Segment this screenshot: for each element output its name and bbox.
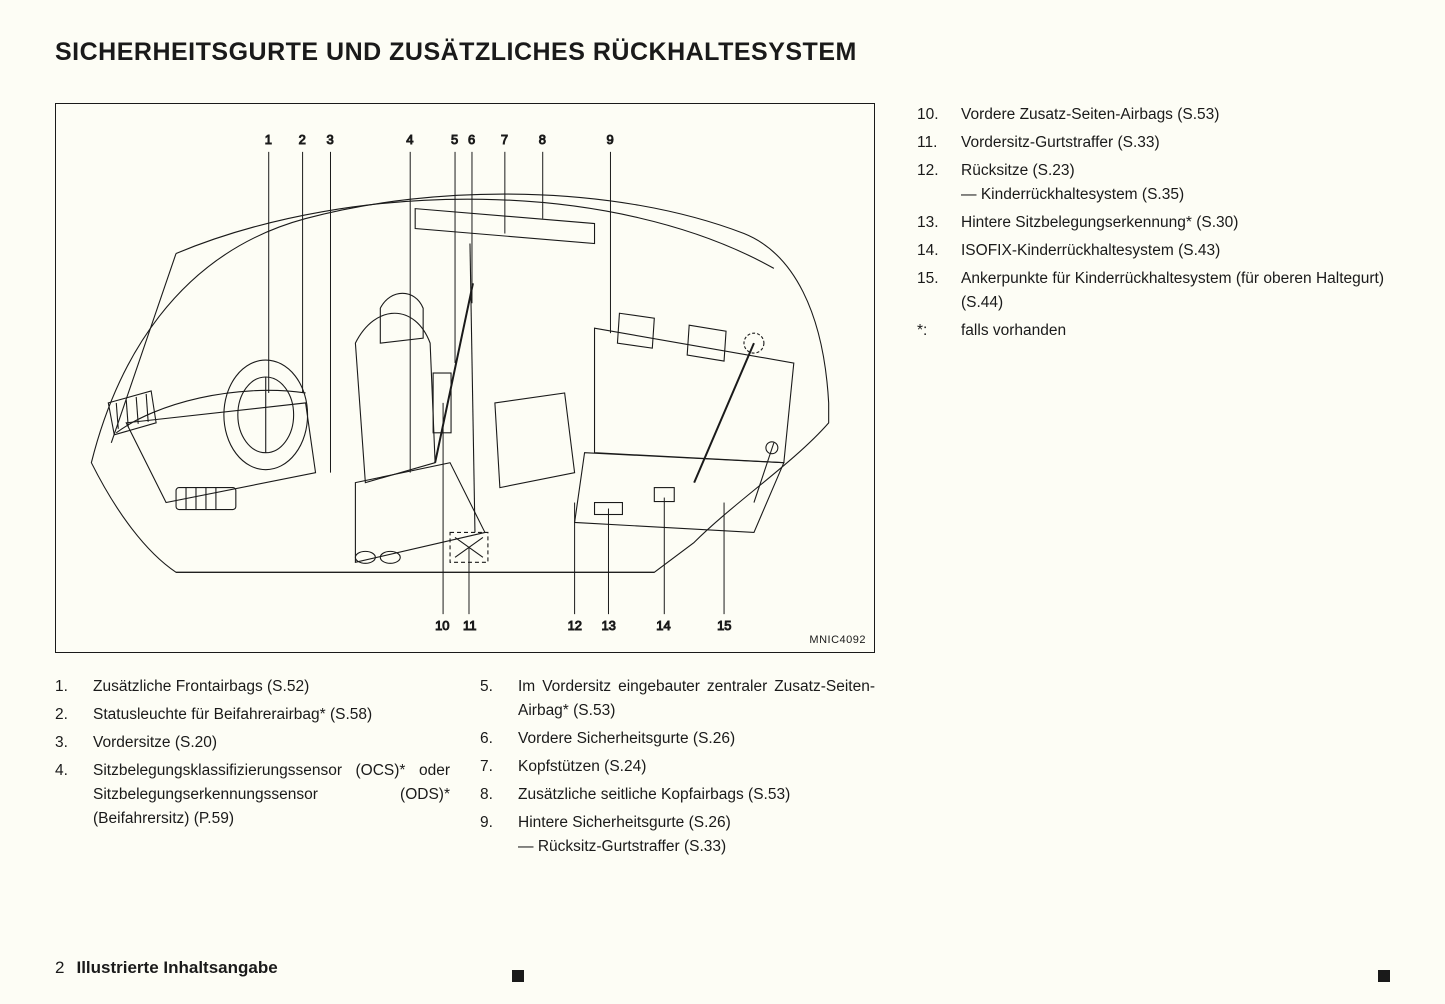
callout-2: 2	[299, 132, 306, 147]
legend-item: 8.Zusätzliche seitliche Kopfairbags (S.5…	[480, 783, 875, 807]
footnote: *: falls vorhanden	[917, 319, 1390, 343]
page-number: 2	[55, 958, 64, 978]
callout-13: 13	[602, 618, 616, 633]
callout-11: 11	[463, 618, 476, 633]
legend-item-text: Rücksitze (S.23)Kinderrückhaltesystem (S…	[961, 159, 1184, 207]
callout-3: 3	[327, 132, 334, 147]
callout-12: 12	[568, 618, 582, 633]
legend-item-number: 1.	[55, 675, 93, 699]
callout-4: 4	[406, 132, 413, 147]
legend-item-text: ISOFIX-Kinderrückhaltesystem (S.43)	[961, 239, 1220, 263]
legend-item-text: Hintere Sicherheitsgurte (S.26)Rücksitz-…	[518, 811, 731, 859]
crop-mark-right	[1378, 970, 1390, 982]
legend-item: 7.Kopfstützen (S.24)	[480, 755, 875, 779]
legend-item: 1.Zusätzliche Frontairbags (S.52)	[55, 675, 450, 699]
legend-item-text: Vordersitze (S.20)	[93, 731, 217, 755]
legend-col-3: 10.Vordere Zusatz-Seiten-Airbags (S.53)1…	[917, 103, 1390, 315]
legend-col-2: 5.Im Vordersitz eingebauter zentraler Zu…	[480, 675, 875, 859]
legend-item-number: 11.	[917, 131, 961, 155]
legend-item-number: 3.	[55, 731, 93, 755]
legend-item-text: Ankerpunkte für Kinderrückhaltesystem (f…	[961, 267, 1390, 315]
legend-item: 14.ISOFIX-Kinderrückhaltesystem (S.43)	[917, 239, 1390, 263]
left-column: 1 2 3 4 5 6 7 8 9 10 11 12 13 14	[55, 103, 875, 863]
callout-15: 15	[717, 618, 731, 633]
legend-item: 2.Statusleuchte für Beifahrerairbag* (S.…	[55, 703, 450, 727]
legend-col-1: 1.Zusätzliche Frontairbags (S.52)2.Statu…	[55, 675, 450, 831]
legend-item-text: Statusleuchte für Beifahrerairbag* (S.58…	[93, 703, 372, 727]
legend-item-text: Hintere Sitzbelegungserkennung* (S.30)	[961, 211, 1238, 235]
callout-1: 1	[265, 132, 272, 147]
legend-item: 15.Ankerpunkte für Kinderrückhaltesystem…	[917, 267, 1390, 315]
page-title: SICHERHEITSGURTE UND ZUSÄTZLICHES RÜCKHA…	[55, 38, 1390, 67]
legend-item-number: 13.	[917, 211, 961, 235]
legend-item-number: 5.	[480, 675, 518, 723]
legend-item-number: 4.	[55, 759, 93, 831]
legend-item-text: Vordere Zusatz-Seiten-Airbags (S.53)	[961, 103, 1219, 127]
crop-mark-left	[512, 970, 524, 982]
legend-item: 5.Im Vordersitz eingebauter zentraler Zu…	[480, 675, 875, 723]
legend-item: 12.Rücksitze (S.23)Kinderrückhaltesystem…	[917, 159, 1390, 207]
callout-5: 5	[451, 132, 458, 147]
legend-item-text: Zusätzliche seitliche Kopfairbags (S.53)	[518, 783, 790, 807]
legend-item-number: 6.	[480, 727, 518, 751]
page-footer: 2 Illustrierte Inhaltsangabe	[55, 958, 278, 978]
footnote-symbol: *:	[917, 319, 961, 343]
callout-10: 10	[435, 618, 449, 633]
legend-item-number: 7.	[480, 755, 518, 779]
legend-item-text: Zusätzliche Frontairbags (S.52)	[93, 675, 309, 699]
legend-item: 9.Hintere Sicherheitsgurte (S.26)Rücksit…	[480, 811, 875, 859]
legend-item-number: 8.	[480, 783, 518, 807]
legend-item: 6.Vordere Sicherheitsgurte (S.26)	[480, 727, 875, 751]
footnote-text: falls vorhanden	[961, 319, 1066, 343]
callout-7: 7	[501, 132, 508, 147]
legend-item: 3.Vordersitze (S.20)	[55, 731, 450, 755]
legend-item-number: 2.	[55, 703, 93, 727]
legend-item-text: Sitzbelegungsklassifizierungssensor (OCS…	[93, 759, 450, 831]
legend-item: 10.Vordere Zusatz-Seiten-Airbags (S.53)	[917, 103, 1390, 127]
legend-item-number: 14.	[917, 239, 961, 263]
legend-item-sub: Kinderrückhaltesystem (S.35)	[961, 183, 1184, 207]
legend-item-text: Vordersitz-Gurtstraffer (S.33)	[961, 131, 1160, 155]
diagram-svg: 1 2 3 4 5 6 7 8 9 10 11 12 13 14	[56, 104, 874, 652]
diagram-id-label: MNIC4092	[809, 634, 866, 646]
legend-item-number: 10.	[917, 103, 961, 127]
legend-item-sub: Rücksitz-Gurtstraffer (S.33)	[518, 835, 731, 859]
legend-item-text: Vordere Sicherheitsgurte (S.26)	[518, 727, 735, 751]
right-column: 10.Vordere Zusatz-Seiten-Airbags (S.53)1…	[917, 103, 1390, 343]
callout-8: 8	[539, 132, 546, 147]
legend-item-text: Kopfstützen (S.24)	[518, 755, 646, 779]
legend-item-number: 9.	[480, 811, 518, 859]
legend-item: 4.Sitzbelegungsklassifizierungssensor (O…	[55, 759, 450, 831]
callout-14: 14	[656, 618, 670, 633]
callout-6: 6	[468, 132, 475, 147]
content-row: 1 2 3 4 5 6 7 8 9 10 11 12 13 14	[55, 103, 1390, 863]
callout-9: 9	[606, 132, 613, 147]
legend-item-number: 15.	[917, 267, 961, 315]
lists-under-diagram: 1.Zusätzliche Frontairbags (S.52)2.Statu…	[55, 675, 875, 863]
car-interior-diagram: 1 2 3 4 5 6 7 8 9 10 11 12 13 14	[55, 103, 875, 653]
legend-item: 13.Hintere Sitzbelegungserkennung* (S.30…	[917, 211, 1390, 235]
section-name: Illustrierte Inhaltsangabe	[76, 958, 277, 978]
legend-item-number: 12.	[917, 159, 961, 207]
legend-item-text: Im Vordersitz eingebauter zentraler Zusa…	[518, 675, 875, 723]
legend-item: 11.Vordersitz-Gurtstraffer (S.33)	[917, 131, 1390, 155]
